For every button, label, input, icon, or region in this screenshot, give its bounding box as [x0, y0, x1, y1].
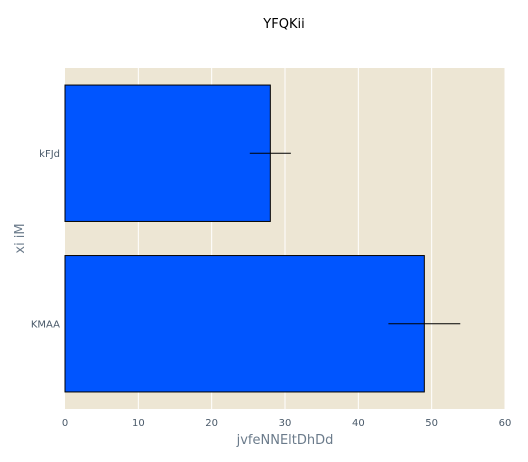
y-tick-label: KMAA	[31, 319, 60, 330]
x-axis-label: jvfeNNEltDhDd	[236, 433, 334, 448]
chart-title: YFQKii	[262, 17, 304, 32]
x-tick-label: 0	[62, 418, 68, 429]
x-tick-label: 10	[132, 418, 145, 429]
error-bars	[249, 152, 461, 325]
x-tick-label: 20	[205, 418, 218, 429]
x-tick-labels: 0 10 20 30 40 50 60	[62, 418, 512, 429]
bar	[64, 84, 271, 222]
y-tick-label: kFJd	[39, 149, 60, 160]
x-tick-label: 50	[425, 418, 438, 429]
x-tick-label: 40	[352, 418, 365, 429]
y-tick-labels: KMAA kFJd	[31, 149, 60, 331]
y-axis-label: xi iM	[13, 223, 28, 253]
x-tick-label: 60	[499, 418, 512, 429]
bar	[64, 255, 425, 393]
x-tick-label: 30	[279, 418, 292, 429]
